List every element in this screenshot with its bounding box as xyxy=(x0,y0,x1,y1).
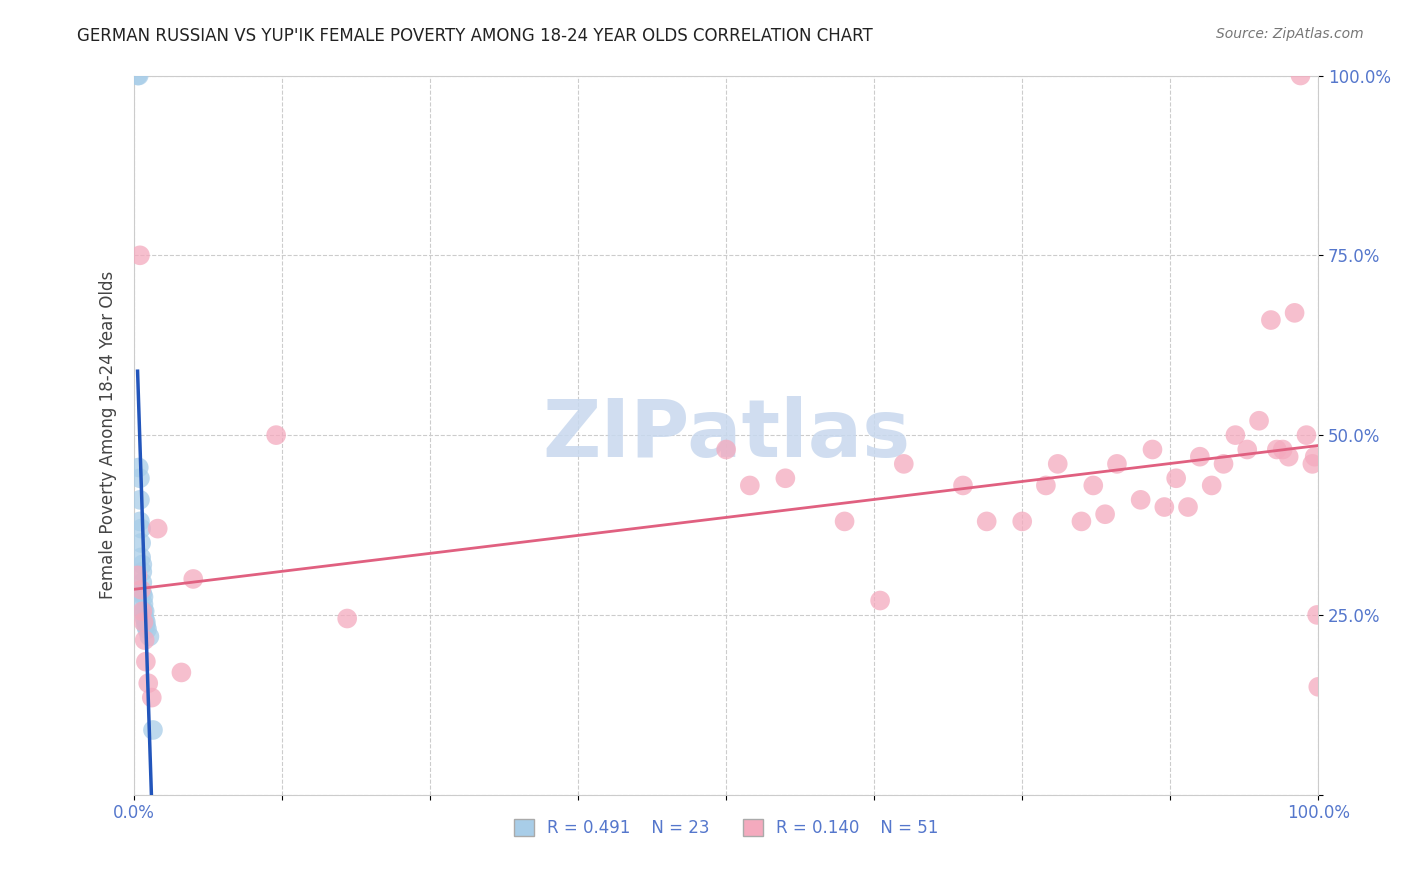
Point xyxy=(1142,442,1164,457)
Point xyxy=(131,565,153,579)
Point xyxy=(129,536,152,550)
Point xyxy=(129,492,152,507)
Point xyxy=(128,69,150,83)
Text: ZIPatlas: ZIPatlas xyxy=(543,396,910,475)
Point xyxy=(129,515,152,529)
Point xyxy=(1271,442,1294,457)
Point xyxy=(1308,680,1330,694)
Point xyxy=(1094,507,1116,521)
Point xyxy=(128,460,150,475)
Point xyxy=(1225,428,1247,442)
Point xyxy=(1188,450,1211,464)
Point xyxy=(1265,442,1288,457)
Point xyxy=(1236,442,1258,457)
Text: GERMAN RUSSIAN VS YUP'IK FEMALE POVERTY AMONG 18-24 YEAR OLDS CORRELATION CHART: GERMAN RUSSIAN VS YUP'IK FEMALE POVERTY … xyxy=(77,27,873,45)
Point xyxy=(1295,428,1317,442)
Point xyxy=(127,69,149,83)
Point xyxy=(834,515,856,529)
Point xyxy=(1035,478,1057,492)
Point xyxy=(131,604,153,618)
Point xyxy=(1070,515,1092,529)
Point xyxy=(170,665,193,680)
Point xyxy=(141,690,163,705)
Point xyxy=(132,590,155,604)
Point xyxy=(131,586,153,600)
Point xyxy=(1201,478,1223,492)
Point xyxy=(1011,515,1033,529)
Point xyxy=(129,582,152,597)
Point xyxy=(132,615,155,629)
Point xyxy=(131,575,153,590)
Text: Source: ZipAtlas.com: Source: ZipAtlas.com xyxy=(1216,27,1364,41)
Point xyxy=(181,572,204,586)
Point xyxy=(264,428,287,442)
Point xyxy=(129,550,152,565)
Point xyxy=(129,248,152,262)
Point xyxy=(1129,492,1152,507)
Point xyxy=(1284,306,1306,320)
Point xyxy=(132,597,155,611)
Point xyxy=(1177,500,1199,514)
Point xyxy=(135,615,157,629)
Point xyxy=(336,611,359,625)
Point xyxy=(738,478,761,492)
Point xyxy=(869,593,891,607)
Point xyxy=(1083,478,1105,492)
Point xyxy=(136,622,159,636)
Point xyxy=(1105,457,1128,471)
Point xyxy=(1153,500,1175,514)
Point xyxy=(1247,414,1270,428)
Point xyxy=(135,655,157,669)
Legend: R = 0.491    N = 23, R = 0.140    N = 51: R = 0.491 N = 23, R = 0.140 N = 51 xyxy=(508,813,945,844)
Point xyxy=(1166,471,1188,485)
Point xyxy=(135,618,157,632)
Point xyxy=(129,471,152,485)
Point xyxy=(1289,69,1312,83)
Point xyxy=(134,633,156,648)
Point xyxy=(1278,450,1301,464)
Point xyxy=(134,611,156,625)
Point xyxy=(714,442,737,457)
Point xyxy=(146,522,169,536)
Point xyxy=(132,604,155,618)
Point xyxy=(134,604,156,618)
Point xyxy=(138,630,160,644)
Point xyxy=(1303,450,1326,464)
Point xyxy=(142,723,165,737)
Point xyxy=(129,522,152,536)
Point xyxy=(893,457,915,471)
Point xyxy=(775,471,797,485)
Point xyxy=(131,558,153,572)
Point xyxy=(1306,607,1329,622)
Point xyxy=(952,478,974,492)
Point xyxy=(976,515,998,529)
Point xyxy=(1046,457,1069,471)
Point xyxy=(136,676,159,690)
Point xyxy=(1212,457,1234,471)
Point xyxy=(127,568,149,582)
Y-axis label: Female Poverty Among 18-24 Year Olds: Female Poverty Among 18-24 Year Olds xyxy=(100,271,117,599)
Point xyxy=(1301,457,1323,471)
Point xyxy=(1260,313,1282,327)
